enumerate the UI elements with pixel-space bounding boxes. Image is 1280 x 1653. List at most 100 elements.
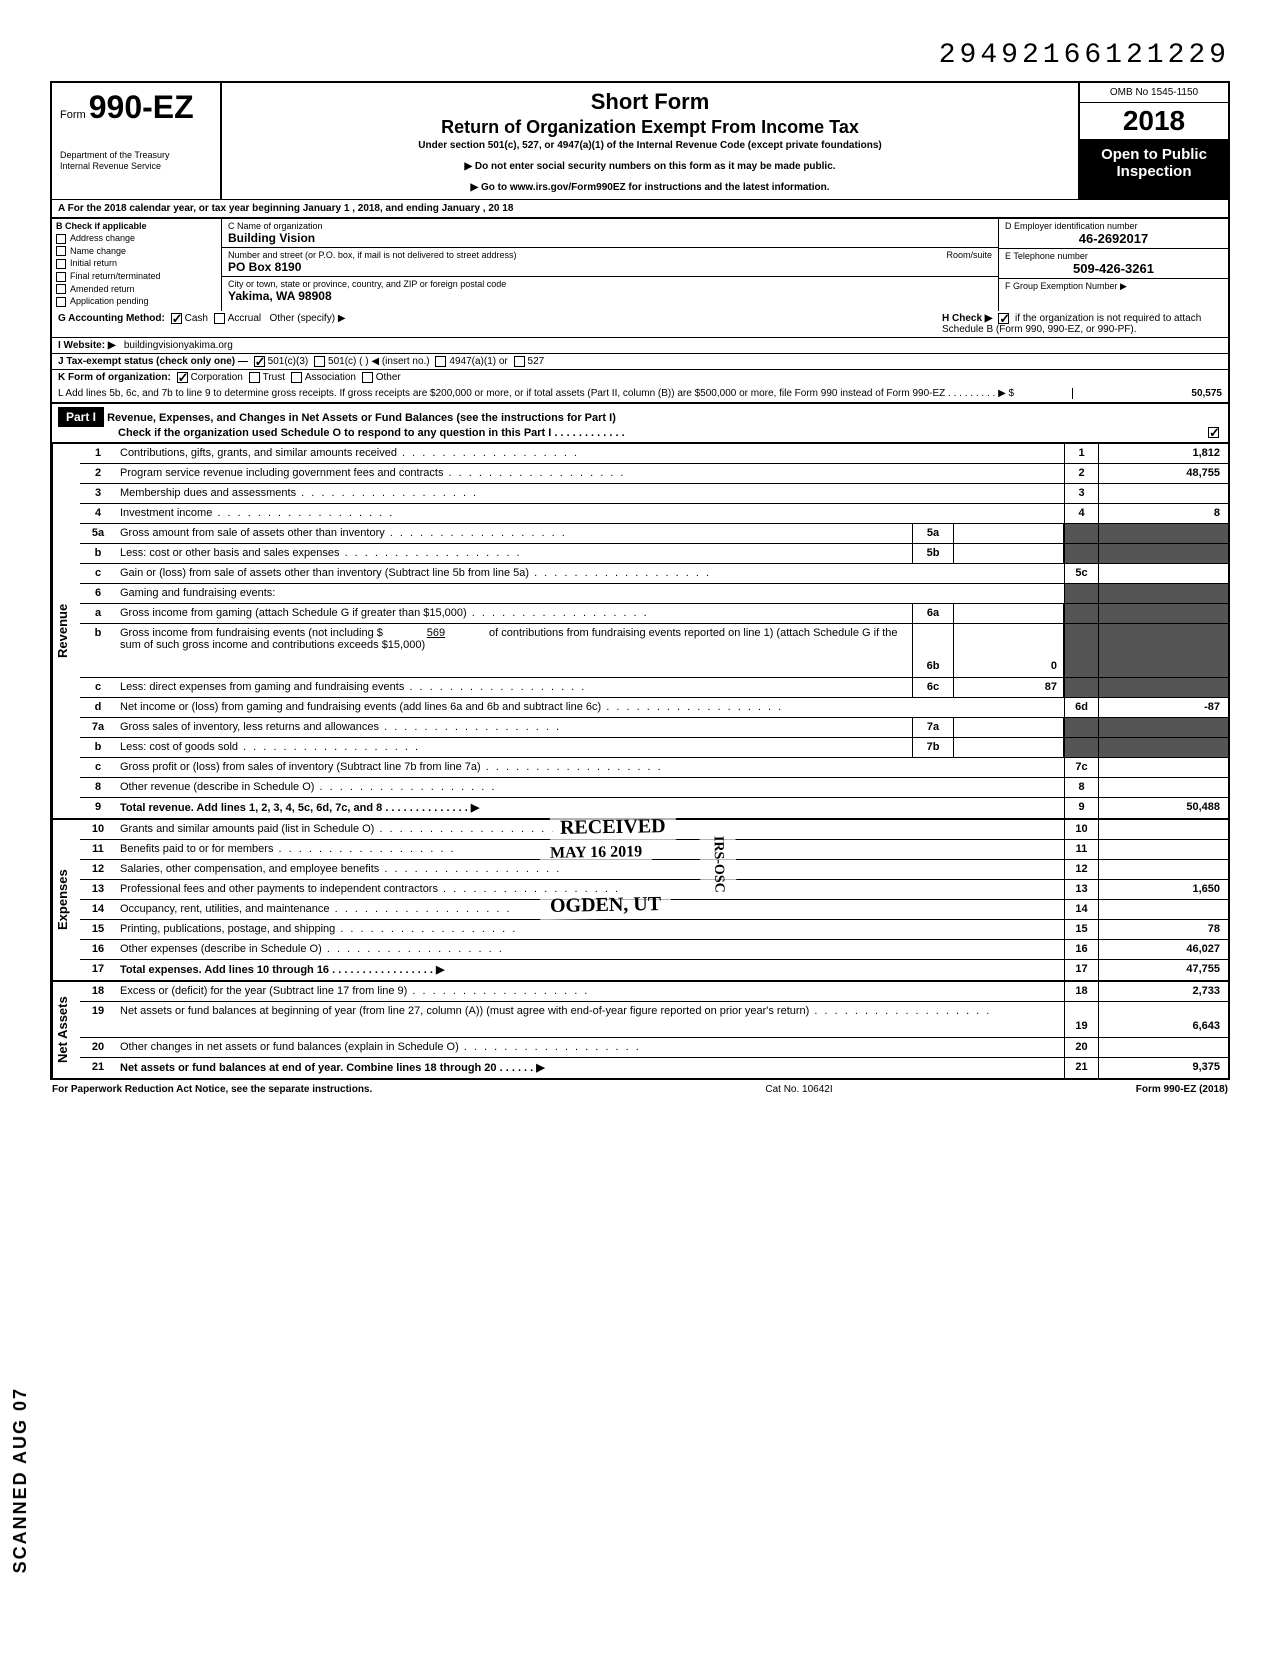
line-8-desc: Other revenue (describe in Schedule O) bbox=[116, 778, 1064, 797]
chk-final-return[interactable] bbox=[56, 272, 66, 282]
lbl-initial-return: Initial return bbox=[70, 258, 117, 268]
line-2-rn: 2 bbox=[1064, 464, 1098, 483]
line-5a-mn: 5a bbox=[912, 524, 954, 543]
ein-label: D Employer identification number bbox=[1005, 221, 1222, 231]
chk-4947[interactable] bbox=[435, 356, 446, 367]
chk-501c3[interactable] bbox=[254, 356, 265, 367]
line-19-val: 6,643 bbox=[1098, 1002, 1228, 1037]
line-7a-desc: Gross sales of inventory, less returns a… bbox=[116, 718, 912, 737]
revenue-section: Revenue 1Contributions, gifts, grants, a… bbox=[50, 444, 1230, 820]
line-7c-desc: Gross profit or (loss) from sales of inv… bbox=[116, 758, 1064, 777]
line-1-val: 1,812 bbox=[1098, 444, 1228, 463]
chk-trust[interactable] bbox=[249, 372, 260, 383]
form-prefix: Form bbox=[60, 109, 86, 121]
open-to-public: Open to Public Inspection bbox=[1080, 140, 1228, 199]
line-8-val bbox=[1098, 778, 1228, 797]
tax-year: 2018 bbox=[1080, 103, 1228, 140]
header-block-bcdef: B Check if applicable Address change Nam… bbox=[50, 219, 1230, 311]
group-exemption-label: F Group Exemption Number ▶ bbox=[1005, 281, 1222, 292]
line-7a-mv bbox=[954, 718, 1064, 737]
chk-association[interactable] bbox=[291, 372, 302, 383]
line-7c-num: c bbox=[80, 758, 116, 777]
line-6c-rvshade bbox=[1098, 678, 1228, 697]
city-label: City or town, state or province, country… bbox=[228, 279, 992, 289]
line-5b-num: b bbox=[80, 544, 116, 563]
line-9-num: 9 bbox=[80, 798, 116, 818]
line-7a-mn: 7a bbox=[912, 718, 954, 737]
line-6b-mv: 0 bbox=[954, 624, 1064, 677]
line-6a-mv bbox=[954, 604, 1064, 623]
line-4-val: 8 bbox=[1098, 504, 1228, 523]
col-def: D Employer identification number 46-2692… bbox=[998, 219, 1228, 311]
line-16-desc: Other expenses (describe in Schedule O) bbox=[116, 940, 1064, 959]
line-6a-rvshade bbox=[1098, 604, 1228, 623]
line-21-val: 9,375 bbox=[1098, 1058, 1228, 1078]
chk-initial-return[interactable] bbox=[56, 259, 66, 269]
chk-527[interactable] bbox=[514, 356, 525, 367]
line-21-desc: Net assets or fund balances at end of ye… bbox=[116, 1058, 1064, 1078]
line-20-num: 20 bbox=[80, 1038, 116, 1057]
line-17-val: 47,755 bbox=[1098, 960, 1228, 980]
line-14-rn: 14 bbox=[1064, 900, 1098, 919]
line-6d-val: -87 bbox=[1098, 698, 1228, 717]
line-5c-val bbox=[1098, 564, 1228, 583]
line-10-val bbox=[1098, 820, 1228, 839]
chk-accrual[interactable] bbox=[214, 313, 225, 324]
lbl-501c: 501(c) ( bbox=[328, 356, 362, 367]
lbl-insert-no: ) ◀ (insert no.) bbox=[365, 356, 429, 367]
line-13-rn: 13 bbox=[1064, 880, 1098, 899]
warning-ssn: ▶ Do not enter social security numbers o… bbox=[234, 161, 1066, 172]
line-7b-rshade bbox=[1064, 738, 1098, 757]
line-20-desc: Other changes in net assets or fund bala… bbox=[116, 1038, 1064, 1057]
subtitle: Under section 501(c), 527, or 4947(a)(1)… bbox=[234, 140, 1066, 151]
chk-name-change[interactable] bbox=[56, 246, 66, 256]
row-l: L Add lines 5b, 6c, and 7b to line 9 to … bbox=[50, 385, 1230, 404]
line-5b-mn: 5b bbox=[912, 544, 954, 563]
line-7c-rn: 7c bbox=[1064, 758, 1098, 777]
line-12-val bbox=[1098, 860, 1228, 879]
row-i-label: I Website: ▶ bbox=[58, 340, 116, 351]
chk-application-pending[interactable] bbox=[56, 297, 66, 307]
line-2-num: 2 bbox=[80, 464, 116, 483]
chk-501c[interactable] bbox=[314, 356, 325, 367]
line-6c-desc: Less: direct expenses from gaming and fu… bbox=[116, 678, 912, 697]
line-5c-num: c bbox=[80, 564, 116, 583]
line-6d-num: d bbox=[80, 698, 116, 717]
line-5c-desc: Gain or (loss) from sale of assets other… bbox=[116, 564, 1064, 583]
chk-other-org[interactable] bbox=[362, 372, 373, 383]
chk-corporation[interactable] bbox=[177, 372, 188, 383]
lbl-other-org: Other bbox=[376, 372, 401, 383]
line-5b-mv bbox=[954, 544, 1064, 563]
line-12-rn: 12 bbox=[1064, 860, 1098, 879]
line-11-num: 11 bbox=[80, 840, 116, 859]
chk-address-change[interactable] bbox=[56, 234, 66, 244]
line-9-rn: 9 bbox=[1064, 798, 1098, 818]
line-6d-rn: 6d bbox=[1064, 698, 1098, 717]
chk-schedule-b[interactable] bbox=[998, 313, 1009, 324]
line-7a-rshade bbox=[1064, 718, 1098, 737]
line-6d-desc: Net income or (loss) from gaming and fun… bbox=[116, 698, 1064, 717]
line-7b-mv bbox=[954, 738, 1064, 757]
line-6b-569: 569 bbox=[386, 627, 486, 639]
chk-schedule-o-part1[interactable] bbox=[1208, 427, 1219, 438]
line-5b-rshade bbox=[1064, 544, 1098, 563]
netassets-section: Net Assets 18Excess or (deficit) for the… bbox=[50, 982, 1230, 1080]
line-4-rn: 4 bbox=[1064, 504, 1098, 523]
lbl-accrual: Accrual bbox=[228, 313, 261, 324]
footer-form-no: Form 990-EZ (2018) bbox=[1048, 1084, 1228, 1095]
line-3-desc: Membership dues and assessments bbox=[116, 484, 1064, 503]
line-15-rn: 15 bbox=[1064, 920, 1098, 939]
line-6b-num: b bbox=[80, 624, 116, 677]
line-6a-desc: Gross income from gaming (attach Schedul… bbox=[116, 604, 912, 623]
chk-cash[interactable] bbox=[171, 313, 182, 324]
stamp-ogden: OGDEN, UT bbox=[540, 891, 672, 920]
line-1-rn: 1 bbox=[1064, 444, 1098, 463]
line-15-num: 15 bbox=[80, 920, 116, 939]
line-8-num: 8 bbox=[80, 778, 116, 797]
line-8-rn: 8 bbox=[1064, 778, 1098, 797]
line-5a-num: 5a bbox=[80, 524, 116, 543]
line-2-desc: Program service revenue including govern… bbox=[116, 464, 1064, 483]
org-city: Yakima, WA 98908 bbox=[228, 289, 992, 303]
row-g-label: G Accounting Method: bbox=[58, 313, 165, 324]
chk-amended-return[interactable] bbox=[56, 284, 66, 294]
